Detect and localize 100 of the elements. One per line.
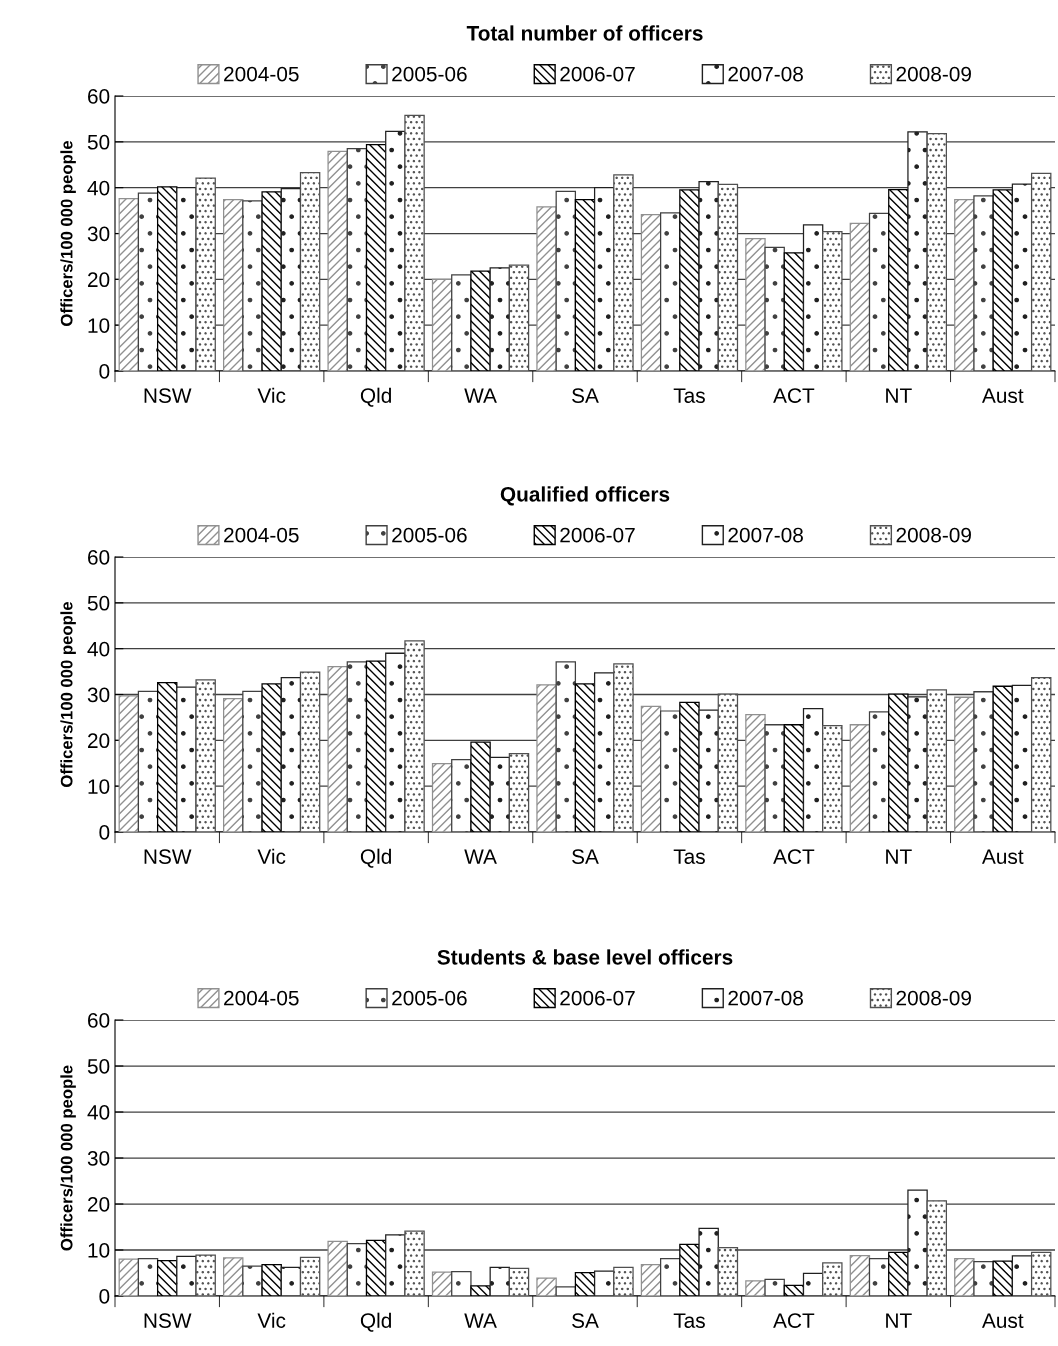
bar [555,190,577,371]
bar [926,689,948,832]
bar [404,1230,425,1296]
legend-label: 2005-06 [392,527,467,543]
bar [802,708,824,832]
bar [242,1265,263,1296]
y-tick-label: 0 [99,825,110,840]
bar [849,222,871,371]
bar [640,1264,662,1296]
bar [118,695,140,832]
y-tick-label: 50 [87,595,110,611]
x-tick-label: Aust [981,388,1024,403]
bar [346,661,368,832]
bar [299,671,321,832]
bar [849,1254,871,1296]
y-tick-label: 60 [88,550,110,565]
legend-label: 2007-08 [728,66,803,82]
bar [431,763,453,832]
bar [195,679,216,832]
y-tick-label: 10 [88,779,110,794]
bar [508,753,530,832]
bar [1011,684,1033,832]
bar [489,756,511,832]
legend-label: 2008-09 [896,66,971,82]
y-tick-label: 20 [88,272,110,288]
bar [973,1260,994,1296]
bar [907,131,928,371]
bar [489,1266,511,1296]
bar [346,1242,368,1296]
x-tick-label: NSW [144,388,192,403]
bar [907,1189,928,1296]
bar [508,1267,530,1296]
bar [698,1227,719,1296]
bar [717,183,739,371]
bar [764,246,785,371]
bar [536,206,557,371]
bar [640,214,662,371]
chart-title: Qualified officers [500,486,670,506]
bar [1011,1255,1033,1296]
bar [764,724,785,832]
legend-label: 2007-08 [728,527,803,543]
legend-label: 2006-07 [560,990,635,1006]
x-tick-label: Aust [981,1313,1024,1328]
bar [385,652,406,832]
x-tick-label: NSW [144,1313,192,1328]
x-tick-label: ACT [773,849,815,864]
bar [327,665,348,832]
x-tick-label: Tas [673,388,705,403]
bar [802,1272,824,1296]
y-tick-label: 30 [87,226,110,242]
y-tick-label: 30 [87,687,110,703]
y-tick-label: 10 [88,318,110,333]
bar [868,212,890,371]
bar [822,1262,843,1296]
bar [222,698,244,832]
bar [640,705,662,832]
y-tick-label: 30 [87,1151,110,1166]
y-axis-title: Officers/100 000 people [60,1065,76,1251]
x-tick-label: ACT [773,1313,815,1328]
x-tick-label: WA [464,1313,497,1328]
bar [195,177,216,371]
bar [451,274,472,371]
bar [954,696,975,832]
y-tick-label: 40 [87,641,110,657]
bar [613,1266,634,1296]
bar [118,1258,140,1296]
bar [907,696,928,832]
y-tick-label: 20 [88,733,110,749]
bar [385,1234,406,1296]
legend-label: 2008-09 [896,527,971,543]
bar [195,1254,216,1296]
x-tick-label: SA [572,388,599,403]
legend-label: 2004-05 [224,527,299,543]
bar [1030,676,1052,832]
x-tick-label: Vic [257,387,286,403]
bar [242,200,263,371]
x-tick-label: Tas [673,1313,705,1328]
bar [973,195,994,371]
bar [222,198,244,371]
legend-label: 2007-08 [728,990,803,1006]
bar [926,1200,948,1296]
y-tick-label: 40 [87,1105,110,1120]
x-tick-label: NT [886,388,912,403]
y-tick-label: 60 [88,1013,110,1028]
x-tick-label: NT [886,1313,912,1328]
bar [717,693,739,832]
x-tick-label: Vic [257,1312,286,1328]
bar [299,171,321,371]
bar [593,672,615,832]
bar [1011,183,1033,371]
bar [745,1280,766,1296]
legend-label: 2005-06 [392,66,467,82]
y-axis-title: Officers/100 000 people [60,140,76,326]
y-tick-label: 50 [87,1059,110,1074]
bar [659,1258,681,1296]
bar [137,1258,159,1296]
x-tick-label: WA [464,849,497,864]
y-tick-label: 20 [88,1197,110,1212]
bar [613,174,634,371]
x-tick-label: Vic [257,848,286,864]
